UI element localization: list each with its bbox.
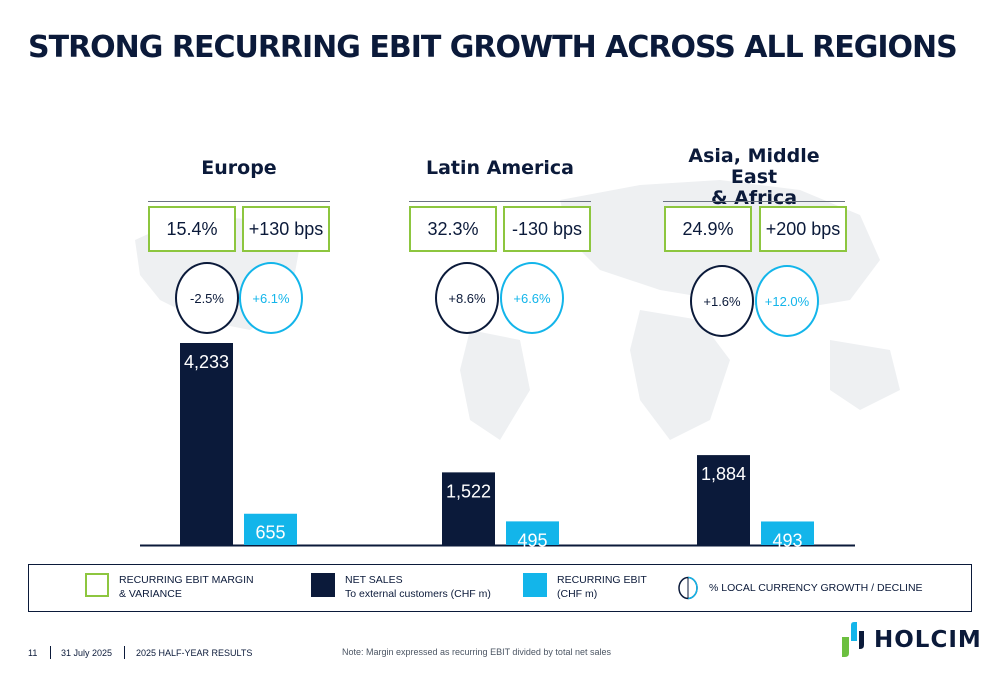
region-header-latin-america: Latin America bbox=[425, 157, 575, 179]
footer-separator-2 bbox=[124, 646, 125, 659]
footer-separator-1 bbox=[50, 646, 51, 659]
margin-box-amea: 24.9% bbox=[664, 206, 752, 252]
net-sales-growth-latin-america: +8.6% bbox=[435, 262, 499, 334]
margin-box-latin-america: 32.3% bbox=[409, 206, 497, 252]
bar-label-net-sales-europe: 4,233 bbox=[184, 352, 229, 372]
region-divider-amea bbox=[663, 201, 845, 202]
footer-report-title: 2025 HALF-YEAR RESULTS bbox=[136, 648, 253, 658]
legend-item-net-sales: NET SALES To external customers (CHF m) bbox=[311, 573, 491, 601]
ebit-growth-amea: +12.0% bbox=[755, 265, 819, 337]
legend-margin-line1: RECURRING EBIT MARGIN bbox=[119, 574, 254, 586]
ebit-growth-latin-america: +6.6% bbox=[500, 262, 564, 334]
holcim-logo: HOLCIM bbox=[838, 621, 982, 659]
region-divider-latin-america bbox=[409, 201, 591, 202]
region-header-europe: Europe bbox=[201, 157, 277, 179]
legend-item-ebit: RECURRING EBIT (CHF m) bbox=[523, 573, 647, 601]
bar-label-net-sales-amea: 1,884 bbox=[701, 464, 746, 484]
region-header-amea-line1: Asia, Middle East bbox=[688, 145, 820, 188]
bar-label-ebit-europe: 655 bbox=[255, 523, 285, 543]
ebit-growth-europe: +6.1% bbox=[239, 262, 303, 334]
bar-net-sales-europe bbox=[180, 343, 233, 545]
legend-growth-label: % LOCAL CURRENCY GROWTH / DECLINE bbox=[709, 582, 923, 594]
variance-box-latin-america: -130 bps bbox=[503, 206, 591, 252]
footer-note: Note: Margin expressed as recurring EBIT… bbox=[342, 647, 611, 657]
net-sales-growth-amea: +1.6% bbox=[690, 265, 754, 337]
growth-circle-icon bbox=[678, 576, 698, 600]
variance-box-europe: +130 bps bbox=[242, 206, 330, 252]
footer-date: 31 July 2025 bbox=[61, 648, 113, 658]
bar-label-ebit-amea: 493 bbox=[772, 530, 802, 550]
legend-ebit-line1: RECURRING EBIT bbox=[557, 574, 647, 586]
region-header-amea-line2: & Africa bbox=[710, 187, 798, 209]
legend-item-margin: RECURRING EBIT MARGIN & VARIANCE bbox=[85, 573, 254, 601]
legend-margin-line2: & VARIANCE bbox=[119, 588, 182, 600]
bar-label-net-sales-latin-america: 1,522 bbox=[446, 481, 491, 501]
legend-item-growth: % LOCAL CURRENCY GROWTH / DECLINE bbox=[677, 576, 923, 600]
bar-ebit-latin-america bbox=[506, 521, 559, 545]
bar-net-sales-amea bbox=[697, 455, 750, 545]
legend-ebit-line2: (CHF m) bbox=[557, 588, 598, 600]
legend-swatch-margin bbox=[85, 573, 109, 597]
legend-net-sales-line1: NET SALES bbox=[345, 574, 403, 586]
region-header-amea: Asia, Middle East & Africa bbox=[663, 146, 845, 209]
bar-label-ebit-latin-america: 495 bbox=[517, 530, 547, 550]
holcim-logo-mark-icon bbox=[842, 622, 864, 657]
bar-ebit-amea bbox=[761, 521, 814, 545]
margin-box-europe: 15.4% bbox=[148, 206, 236, 252]
footer-page-number: 11 bbox=[28, 648, 38, 658]
legend: RECURRING EBIT MARGIN & VARIANCE NET SAL… bbox=[28, 564, 972, 612]
region-divider-europe bbox=[148, 201, 330, 202]
variance-box-amea: +200 bps bbox=[759, 206, 847, 252]
holcim-wordmark: HOLCIM bbox=[874, 627, 982, 653]
page-title: STRONG RECURRING EBIT GROWTH ACROSS ALL … bbox=[28, 30, 958, 65]
legend-swatch-net-sales bbox=[311, 573, 335, 597]
net-sales-growth-europe: -2.5% bbox=[175, 262, 239, 334]
legend-net-sales-line2: To external customers (CHF m) bbox=[345, 588, 491, 600]
bar-ebit-europe bbox=[244, 513, 297, 545]
bar-net-sales-latin-america bbox=[442, 472, 495, 545]
legend-swatch-ebit bbox=[523, 573, 547, 597]
